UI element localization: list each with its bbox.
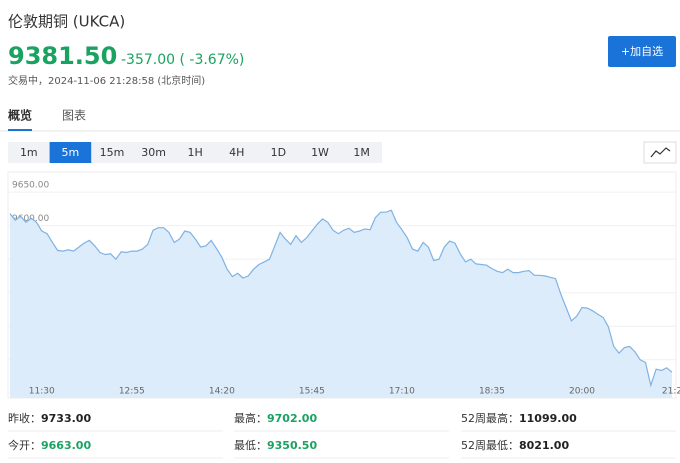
stat-value: 9733.00 (41, 412, 91, 425)
x-tick-label: 21:2 (662, 387, 680, 397)
stat-value: 9350.50 (267, 439, 317, 452)
stat: 最低：9350.50 (234, 439, 317, 452)
x-tick-label: 18:35 (479, 387, 505, 397)
interval-button[interactable]: 1m (20, 146, 38, 159)
interval-button[interactable]: 1H (188, 146, 203, 159)
x-tick-label: 17:10 (389, 387, 415, 397)
stat-label: 最高： (234, 411, 267, 425)
stat: 今开：9663.00 (8, 438, 91, 452)
stat: 最高：9702.00 (234, 411, 317, 425)
x-tick-label: 11:30 (29, 387, 55, 397)
tab-underline (8, 129, 32, 131)
stat: 昨收：9733.00 (8, 411, 91, 425)
interval-button[interactable]: 1M (353, 146, 370, 159)
stat-label: 52周最低： (461, 439, 519, 452)
interval-button[interactable]: 30m (141, 146, 166, 159)
title: 伦敦期铜 (UKCA) (8, 13, 125, 31)
stat-value: 11099.00 (519, 412, 577, 425)
change: -357.00 ( -3.67%) (121, 52, 244, 68)
x-tick-label: 14:20 (209, 387, 235, 397)
y-tick-label: 9650.00 (12, 181, 49, 191)
stat-label: 昨收： (8, 411, 41, 425)
stat-label: 52周最高： (461, 411, 519, 425)
line (9, 209, 673, 388)
stat-value: 9663.00 (41, 439, 91, 452)
interval-selected (49, 142, 92, 163)
chart-type-button[interactable] (643, 141, 677, 164)
interval-button[interactable]: 15m (100, 146, 125, 159)
stat: 52周最高：11099.00 (461, 411, 577, 425)
add-button-label[interactable]: +加自选 (621, 45, 663, 58)
chart-type-icon (650, 147, 671, 158)
x-tick-label: 20:00 (569, 387, 595, 397)
stat-label: 最低： (234, 439, 267, 452)
interval-button[interactable]: 4H (229, 146, 244, 159)
price: 9381.50 (8, 42, 117, 70)
area (10, 210, 672, 398)
ui: 1m 5m 15m 30m 1H 4H 1D 1W 1M 昨收：9733.00 最高：9702.00… (8, 142, 676, 459)
tab[interactable]: 概览 (8, 108, 32, 123)
tab[interactable]: 图表 (62, 109, 86, 123)
x-tick-label: 12:55 (119, 387, 145, 397)
stat: 52周最低：8021.00 (461, 439, 569, 452)
interval-button[interactable]: 1D (271, 146, 286, 159)
interval-button[interactable]: 5m (62, 146, 80, 159)
stat-label: 今开： (8, 438, 41, 452)
status: 交易中，2024-11-06 21:28:58 (北京时间) (8, 74, 205, 87)
interval-button[interactable]: 1W (311, 146, 329, 159)
interval-bar (8, 142, 382, 163)
x-tick-label: 15:45 (299, 387, 325, 397)
stat-value: 9702.00 (267, 412, 317, 425)
add-button[interactable] (608, 36, 676, 67)
stat-value: 8021.00 (519, 439, 569, 452)
chart: 9350.009400.009450.009500.009550.009600.… (8, 181, 680, 398)
